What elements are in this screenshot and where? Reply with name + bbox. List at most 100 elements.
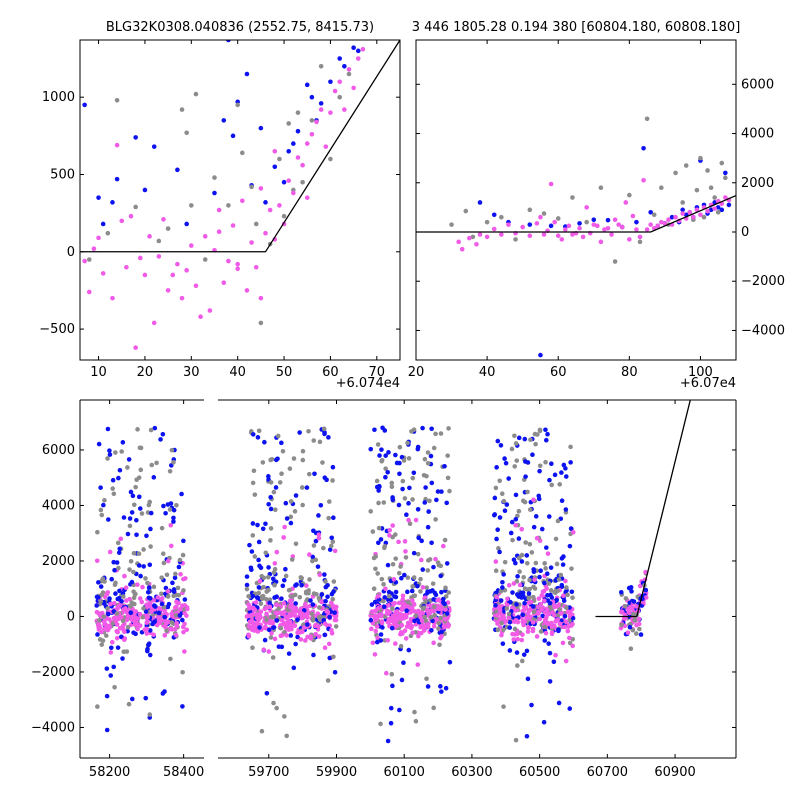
blue-point [114, 560, 120, 565]
gray-point [436, 620, 442, 626]
gray-point [438, 431, 444, 436]
blue-point [549, 595, 555, 600]
magenta-point [526, 625, 531, 630]
magenta-point [387, 618, 393, 623]
magenta-point [279, 633, 285, 638]
blue-point [288, 520, 294, 526]
magenta-point [329, 627, 334, 633]
blue-point [515, 592, 521, 598]
blue-point [322, 475, 328, 480]
blue-point [294, 582, 299, 587]
gray-point [375, 442, 381, 447]
magenta-point [525, 615, 530, 621]
blue-point [591, 217, 597, 222]
magenta-point [137, 611, 143, 617]
magenta-point [274, 549, 280, 555]
magenta-point [643, 595, 649, 600]
blue-point [291, 141, 296, 146]
gray-point [143, 576, 148, 581]
gray-point [289, 557, 295, 562]
gray-point [250, 480, 256, 486]
magenta-point [634, 227, 639, 232]
magenta-point [82, 258, 87, 264]
magenta-point [400, 593, 406, 599]
blue-point [429, 480, 435, 486]
gray-point [381, 500, 387, 505]
magenta-point [281, 535, 286, 540]
magenta-point [140, 584, 145, 590]
blue-point [400, 486, 405, 492]
blue-point [641, 146, 646, 151]
blue-point [279, 440, 284, 446]
blue-point [385, 738, 391, 744]
gray-point [531, 594, 536, 600]
blue-point [331, 589, 336, 594]
magenta-point [370, 640, 376, 646]
magenta-point [184, 606, 190, 612]
blue-point [563, 474, 569, 479]
blue-point [107, 448, 112, 453]
blue-point [170, 580, 175, 586]
magenta-point [267, 207, 273, 213]
gray-point [288, 499, 294, 504]
magenta-point [564, 619, 569, 625]
blue-point [244, 71, 250, 77]
blue-point [546, 514, 552, 519]
blue-point [266, 501, 271, 507]
blue-point [322, 632, 328, 638]
blue-point [273, 457, 279, 463]
gray-point [383, 466, 388, 471]
gray-point [331, 654, 336, 660]
gray-point [598, 185, 604, 190]
gray-point [637, 626, 642, 632]
magenta-point [494, 594, 499, 600]
gray-point [131, 550, 137, 556]
gray-point [111, 491, 117, 497]
magenta-point [539, 607, 545, 612]
x-tick-label: 58400 [163, 765, 204, 780]
magenta-point [410, 598, 415, 603]
magenta-point [372, 652, 378, 657]
blue-point [168, 501, 174, 506]
blue-point [112, 567, 117, 573]
magenta-point [553, 603, 559, 609]
gray-point [321, 545, 326, 551]
gray-point [99, 592, 104, 598]
y-tick-label: 0 [67, 609, 75, 624]
gray-point [553, 536, 559, 542]
magenta-point [500, 614, 505, 620]
blue-point [538, 568, 543, 574]
blue-point [561, 462, 567, 468]
magenta-point [595, 223, 600, 229]
blue-point [179, 491, 184, 497]
magenta-point [207, 308, 213, 313]
x-tick-label: 80 [621, 365, 638, 380]
gray-point [393, 532, 398, 537]
magenta-point [520, 632, 525, 637]
magenta-point [165, 588, 171, 594]
magenta-point [180, 603, 185, 608]
blue-point [304, 82, 310, 88]
blue-point [407, 485, 412, 491]
blue-point [171, 507, 177, 513]
blue-point [495, 438, 501, 444]
magenta-point [506, 222, 511, 227]
blue-point [151, 475, 157, 480]
blue-point [369, 602, 375, 607]
gray-point [317, 439, 323, 445]
gray-point [277, 156, 282, 162]
blue-point [171, 589, 177, 594]
magenta-point [456, 239, 461, 245]
magenta-point [137, 596, 143, 601]
magenta-point [412, 609, 418, 614]
blue-point [538, 352, 543, 358]
gray-point [259, 596, 265, 601]
blue-point [396, 502, 402, 508]
magenta-point [630, 213, 636, 219]
gray-point [252, 554, 258, 559]
magenta-point [511, 637, 516, 642]
magenta-point [168, 522, 174, 528]
gray-point [498, 588, 504, 594]
magenta-point [282, 524, 287, 530]
blue-point [397, 471, 402, 477]
